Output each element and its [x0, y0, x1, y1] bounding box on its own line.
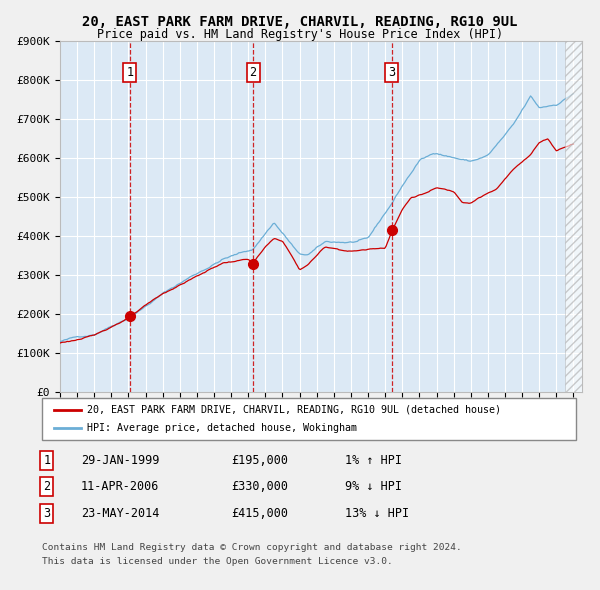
Bar: [565, 41, 582, 392]
Text: 29-JAN-1999: 29-JAN-1999: [81, 454, 160, 467]
Text: 3: 3: [43, 507, 50, 520]
Text: HPI: Average price, detached house, Wokingham: HPI: Average price, detached house, Woki…: [87, 423, 357, 433]
Text: 2: 2: [43, 480, 50, 493]
Text: £415,000: £415,000: [231, 507, 288, 520]
Text: 23-MAY-2014: 23-MAY-2014: [81, 507, 160, 520]
Text: 20, EAST PARK FARM DRIVE, CHARVIL, READING, RG10 9UL (detached house): 20, EAST PARK FARM DRIVE, CHARVIL, READI…: [87, 405, 501, 415]
Text: £195,000: £195,000: [231, 454, 288, 467]
Text: 13% ↓ HPI: 13% ↓ HPI: [345, 507, 409, 520]
Text: Contains HM Land Registry data © Crown copyright and database right 2024.: Contains HM Land Registry data © Crown c…: [42, 543, 462, 552]
Text: 1: 1: [43, 454, 50, 467]
Text: £330,000: £330,000: [231, 480, 288, 493]
Text: 1: 1: [126, 66, 133, 79]
Text: 11-APR-2006: 11-APR-2006: [81, 480, 160, 493]
Text: 2: 2: [250, 66, 257, 79]
Text: 3: 3: [388, 66, 395, 79]
Text: 9% ↓ HPI: 9% ↓ HPI: [345, 480, 402, 493]
Text: This data is licensed under the Open Government Licence v3.0.: This data is licensed under the Open Gov…: [42, 557, 393, 566]
Text: 20, EAST PARK FARM DRIVE, CHARVIL, READING, RG10 9UL: 20, EAST PARK FARM DRIVE, CHARVIL, READI…: [82, 15, 518, 29]
Text: 1% ↑ HPI: 1% ↑ HPI: [345, 454, 402, 467]
Text: Price paid vs. HM Land Registry's House Price Index (HPI): Price paid vs. HM Land Registry's House …: [97, 28, 503, 41]
